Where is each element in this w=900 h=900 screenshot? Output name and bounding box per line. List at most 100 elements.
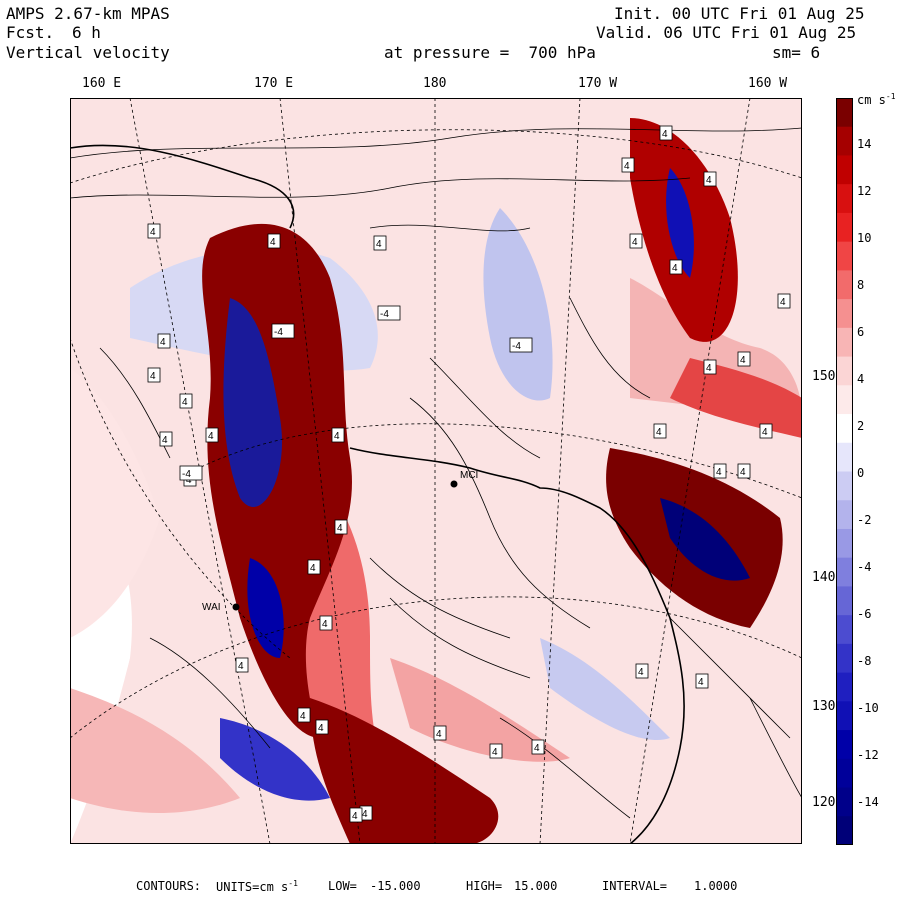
contour-label-text: 4 [150, 227, 156, 238]
colorbar-tick-label: 6 [857, 325, 865, 339]
contour-label-text: 4 [492, 747, 498, 758]
colorbar-swatch [836, 816, 853, 845]
contour-label-box [713, 463, 727, 479]
contour-label-box [621, 157, 635, 173]
contour-label-text: 4 [780, 297, 786, 308]
footer-low-value: -15.000 [370, 879, 421, 893]
contour-label-text: 4 [362, 809, 368, 820]
colorbar-swatch [836, 327, 853, 358]
pressure-level: at pressure = 700 hPa [384, 43, 596, 62]
contour-label-text: 4 [376, 239, 382, 250]
colorbar-swatch [836, 787, 853, 817]
contour-label-text: 4 [162, 435, 168, 446]
contour-lines [70, 127, 802, 819]
contour-label-box [349, 807, 363, 823]
contour-label-text: 4 [182, 397, 188, 408]
contour-label-text: -4 [512, 341, 521, 352]
contour-label-box [297, 707, 311, 723]
contour-label-text: 4 [534, 743, 540, 754]
contour-label-box [159, 431, 173, 447]
contour-label-text: 4 [632, 237, 638, 248]
contour-label-text: 4 [706, 363, 712, 374]
contour-label-text: 4 [638, 667, 644, 678]
footer-units: UNITS=cm s-1 [216, 879, 298, 894]
contour-label-box [271, 323, 295, 339]
field-strong-red-east [670, 358, 802, 438]
contour-label-text: 4 [706, 175, 712, 186]
forecast-label: Fcst. [6, 23, 55, 42]
convective-belt-blue-core [223, 298, 282, 507]
colorbar-swatch [836, 528, 853, 559]
colorbar-swatch [836, 126, 853, 157]
contour-label-box [759, 423, 773, 439]
contour-label-text: 4 [208, 431, 214, 442]
field-blue-south [540, 638, 670, 740]
contour-label-text: -4 [380, 309, 389, 320]
colorbar-tick-label: -4 [857, 560, 872, 574]
init-time: Init. 00 UTC Fri 01 Aug 25 [614, 4, 865, 23]
contour-label-text: -4 [182, 469, 191, 480]
contour-label-box [157, 333, 171, 349]
contour-label-box [703, 359, 717, 375]
contour-label-box [659, 125, 673, 141]
colorbar-swatch [836, 557, 853, 588]
field-blue-central [483, 208, 553, 401]
colorbar-tick-label: 14 [857, 137, 872, 151]
colorbar-tick-label: -10 [857, 701, 879, 715]
contour-label-box [737, 463, 751, 479]
colorbar-tick-label: -6 [857, 607, 872, 621]
contour-label-box [635, 663, 649, 679]
contour-label-text: 4 [436, 729, 442, 740]
colorbar-tick-label: 2 [857, 419, 865, 433]
coastline [70, 144, 685, 844]
contour-label-box [373, 235, 387, 251]
colorbar-swatch [836, 758, 853, 789]
contour-label-box [695, 673, 709, 689]
contour-label-text: 4 [624, 161, 630, 172]
field-left-pink [70, 368, 160, 638]
footer-high-value: 15.000 [514, 879, 558, 893]
station-mci-marker [450, 480, 458, 488]
colorbar-swatch [836, 184, 853, 214]
colorbar-units: cm s-1 [857, 92, 896, 107]
contour-label-text: 4 [318, 723, 324, 734]
colorbar-swatch [836, 643, 853, 674]
convective-belt-southwest-blue [220, 718, 330, 801]
model-title: AMPS 2.67-km MPAS [6, 4, 170, 23]
colorbar-swatch [836, 98, 853, 128]
contour-label-text: 4 [186, 475, 192, 486]
colorbar-swatch [836, 471, 853, 501]
contour-label-text: 4 [337, 523, 343, 534]
contour-label-text: 4 [238, 661, 244, 672]
colorbar-tick-label: 4 [857, 372, 865, 386]
colorbar-tick-label: -8 [857, 654, 872, 668]
vertical-velocity-map: MCI WAI 4 4 4 4 4 4 4 4 4 4 4 4 4 4 4 4 4 4 4 4 4 4 4 4 4 4 4 4 4 4 4 4… [70, 98, 802, 844]
contour-label-text: 4 [740, 467, 746, 478]
lon-label-160w: 160 W [748, 76, 788, 91]
colorbar-swatch [836, 672, 853, 702]
field-name: Vertical velocity [6, 43, 170, 62]
contour-label-box [777, 293, 791, 309]
contour-label-box [147, 367, 161, 383]
contour-label-text: -4 [274, 327, 283, 338]
lon-label-170w: 170 W [578, 76, 618, 91]
contour-label-text: 4 [334, 431, 340, 442]
colorbar-swatch [836, 155, 853, 185]
colorbar-tick-label: 8 [857, 278, 865, 292]
colorbar-swatch [836, 615, 853, 645]
colorbar-swatch [836, 500, 853, 530]
colorbar-swatch [836, 442, 853, 473]
footer-interval-label: INTERVAL= [602, 879, 668, 893]
contour-label-box [737, 351, 751, 367]
contour-label-box [433, 725, 447, 741]
contour-label-text: 4 [740, 355, 746, 366]
contour-label-text: 4 [160, 337, 166, 348]
colorbar-swatch [836, 414, 853, 444]
contour-label-text: 4 [270, 237, 276, 248]
colorbar-swatch [836, 730, 853, 760]
contour-label-text: 4 [150, 371, 156, 382]
colorbar-tick-label: -14 [857, 795, 879, 809]
colorbar-tick-label: 12 [857, 184, 872, 198]
contour-label-box [489, 743, 503, 759]
